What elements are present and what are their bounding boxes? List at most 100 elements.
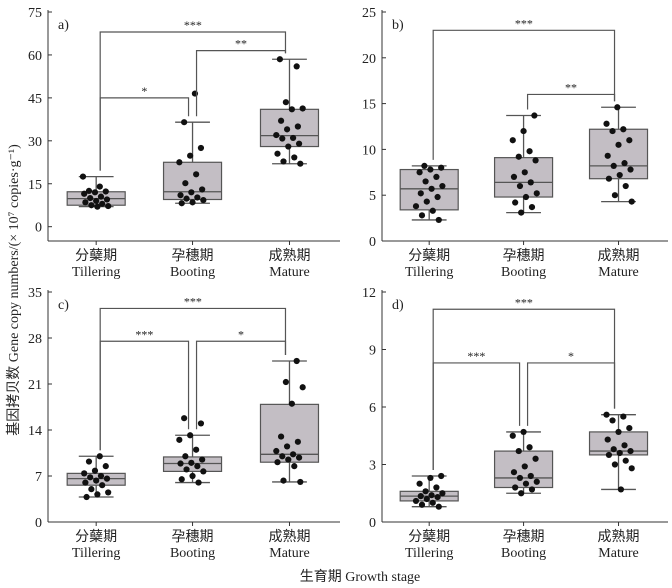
data-point [429, 207, 436, 214]
data-point [176, 436, 183, 443]
data-point [616, 449, 623, 457]
significance-mark: ** [565, 80, 577, 94]
data-point [416, 480, 423, 487]
significance-bracket [432, 29, 616, 160]
data-point [285, 143, 292, 150]
data-point [197, 420, 205, 427]
data-point [177, 460, 184, 467]
y-tick-label: 21 [28, 378, 42, 393]
data-point [91, 467, 99, 474]
data-point [622, 457, 629, 464]
data-point [609, 417, 616, 424]
x-tick-label-en: Booting [501, 546, 546, 561]
data-point [99, 482, 106, 489]
data-point [282, 378, 289, 386]
significance-mark: * [141, 84, 147, 98]
data-point [274, 150, 281, 157]
y-axis-title: 基因拷贝数 Gene copy numbers/(× 10⁷ copies·g⁻… [5, 144, 22, 436]
data-point [293, 63, 300, 70]
data-point [522, 480, 530, 487]
data-point [610, 162, 617, 169]
data-point [280, 158, 287, 165]
data-point [288, 106, 295, 113]
y-tick-label: 14 [28, 424, 42, 439]
data-point [604, 152, 611, 159]
data-point [512, 199, 519, 206]
data-point [603, 411, 610, 418]
x-tick-label-cn: 成熟期 [598, 248, 640, 264]
data-point [289, 134, 297, 142]
data-point [628, 198, 635, 205]
data-point [438, 472, 445, 480]
x-tick-label-en: Tillering [405, 265, 454, 280]
data-point [183, 195, 190, 202]
data-point [273, 447, 280, 455]
data-point [520, 428, 527, 436]
data-point [189, 199, 196, 206]
data-point [88, 486, 95, 493]
data-point [417, 493, 424, 500]
x-tick-label-en: Booting [501, 265, 546, 280]
data-point [99, 200, 106, 207]
data-point [79, 173, 87, 180]
data-point [526, 148, 533, 155]
data-point [91, 189, 99, 196]
box [493, 157, 554, 198]
data-point [289, 451, 297, 458]
data-point [532, 455, 539, 462]
data-point [422, 488, 429, 495]
data-point [605, 175, 613, 182]
data-point [532, 157, 539, 164]
data-point [199, 186, 206, 193]
data-point [614, 104, 621, 111]
y-tick-label: 28 [28, 332, 42, 347]
data-point [516, 474, 524, 482]
data-point [518, 209, 525, 216]
x-tick-label-cn: 成熟期 [598, 529, 640, 545]
data-point [439, 182, 446, 190]
data-point [627, 447, 634, 455]
y-tick-label: 5 [369, 189, 376, 204]
data-point [199, 456, 206, 463]
significance-mark: *** [184, 18, 202, 32]
data-point [627, 166, 634, 173]
data-point [274, 459, 281, 466]
x-tick-label-en: Mature [269, 265, 309, 280]
data-point [277, 433, 285, 440]
significance-mark: *** [515, 16, 533, 30]
data-point [87, 194, 94, 202]
x-tick-label-en: Tillering [72, 265, 121, 280]
data-point [188, 189, 195, 196]
data-point [515, 447, 522, 455]
data-point [417, 190, 424, 197]
significance-bracket [195, 50, 287, 117]
data-point [621, 160, 628, 167]
x-tick-label-cn: 分蘖期 [75, 529, 117, 545]
data-point [416, 169, 423, 176]
significance-mark: * [568, 349, 574, 363]
data-point [81, 470, 88, 477]
y-tick-label: 20 [362, 52, 376, 67]
data-point [88, 202, 95, 209]
data-point [412, 203, 420, 210]
y-tick-label: 25 [362, 6, 376, 21]
y-tick-label: 75 [28, 6, 42, 21]
data-point [521, 169, 528, 176]
data-point [603, 120, 610, 127]
data-point [82, 479, 89, 486]
data-point [604, 436, 611, 443]
data-point [297, 160, 304, 167]
data-point [297, 478, 304, 486]
data-point [96, 183, 103, 190]
data-point [285, 456, 292, 463]
data-point [177, 192, 184, 199]
data-point [533, 478, 540, 485]
data-point [103, 196, 111, 203]
data-point [189, 472, 196, 480]
x-tick-label-cn: 成熟期 [268, 529, 310, 545]
data-point [103, 475, 111, 482]
significance-mark: *** [184, 294, 202, 308]
data-point [615, 141, 622, 148]
